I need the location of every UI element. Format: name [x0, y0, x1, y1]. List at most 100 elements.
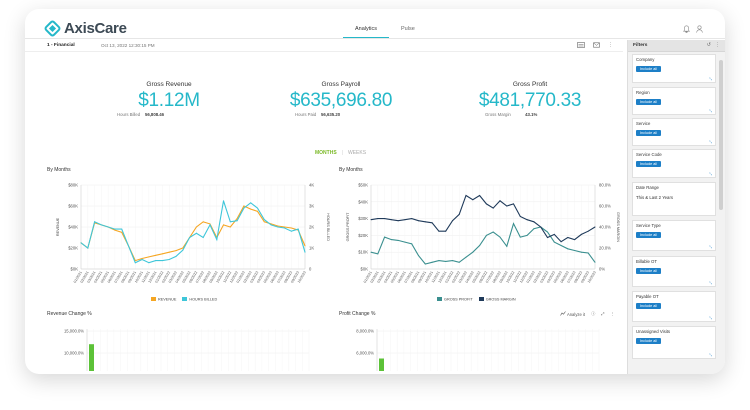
bar-01-2021	[379, 358, 384, 371]
include-all-button[interactable]: Include all	[636, 99, 662, 105]
data-point-hours-billed	[155, 260, 157, 262]
x-tick-label: 02/2023	[533, 271, 543, 284]
data-point-gross-profit	[390, 239, 392, 241]
filter-company[interactable]: Company Include all ⤡	[632, 54, 716, 83]
data-point-gross-margin	[411, 218, 413, 220]
filter-service-code[interactable]: Service Code Include all ⤡	[632, 149, 716, 178]
filter-service-type[interactable]: Service Type Include all ⤡	[632, 220, 716, 251]
filter-billable-ot[interactable]: Billable OT Include all ⤡	[632, 256, 716, 287]
data-point-gross-margin	[546, 237, 548, 238]
revenue-hours-chart: $80K $60K $40K $20K $0K 4K 3K 2K 1K 0 REVENUE HOURS…	[56, 183, 330, 284]
filter-expand-icon[interactable]: ⤡	[709, 109, 712, 113]
bell-icon[interactable]	[682, 25, 691, 35]
mail-icon[interactable]	[593, 42, 600, 50]
filter-expand-icon[interactable]: ⤡	[709, 316, 712, 320]
data-point-gross-profit	[445, 260, 447, 262]
x-tick-label: 10/2021	[424, 271, 434, 284]
y-tick-label: $60K	[68, 204, 78, 209]
toggle-weeks[interactable]: WEEKS	[347, 150, 367, 156]
analyze-it-button[interactable]: Analyze it	[560, 311, 585, 317]
top-icons	[682, 25, 703, 35]
filter-payable-ot[interactable]: Payable OT Include all ⤡	[632, 291, 716, 322]
data-point-gross-margin	[377, 218, 379, 220]
legend-item-gross-margin[interactable]: GROSS MARGIN	[478, 297, 516, 302]
data-point-gross-profit	[553, 241, 555, 243]
y2-tick-label: 60.0%	[599, 204, 611, 209]
data-point-gross-profit	[485, 234, 487, 236]
legend-item-revenue[interactable]: REVENUE	[151, 297, 176, 302]
filter-expand-icon[interactable]: ⤡	[709, 77, 712, 81]
data-point-gross-profit	[431, 261, 433, 263]
kpi-title: Gross Profit	[512, 81, 548, 88]
legend-label: REVENUE	[158, 297, 177, 302]
more-options-icon[interactable]: ⋮	[608, 42, 613, 48]
include-all-button[interactable]: Include all	[636, 161, 662, 167]
include-all-button[interactable]: Include all	[636, 338, 662, 344]
kpi-sub-gross-margin: Gross Margin 43.1%	[485, 112, 537, 117]
kpi-value: $1.12M	[138, 90, 200, 111]
filter-unassigned-visits[interactable]: Unassigned Visits Include all ⤡	[632, 326, 716, 359]
include-all-button[interactable]: Include all	[636, 232, 662, 238]
data-point-gross-profit	[533, 228, 535, 230]
filter-expand-icon[interactable]: ⤡	[709, 245, 712, 249]
y-axis-title: REVENUE	[56, 217, 60, 236]
report-bar: 1 - Financial Oct 13, 2022 12:30:15 PM ⋮	[25, 40, 623, 52]
data-point-hours-billed	[290, 230, 292, 232]
include-all-button[interactable]: Include all	[636, 66, 662, 72]
chart-more-icon[interactable]: ⋮	[610, 311, 615, 316]
kpi-sub-value: 56,808.46	[144, 112, 165, 117]
data-point-revenue	[263, 221, 265, 223]
y-tick-label: $30K	[358, 216, 368, 221]
data-point-hours-billed	[175, 255, 177, 257]
filter-region[interactable]: Region Include all ⤡	[632, 87, 716, 115]
data-point-revenue	[277, 225, 279, 227]
tab-analytics[interactable]: Analytics	[343, 23, 390, 38]
x-tick-label: 03/2021	[376, 271, 386, 284]
data-point-gross-profit	[594, 261, 596, 263]
include-all-button[interactable]: Include all	[636, 303, 662, 309]
date-range-value[interactable]: This & Last 2 Years	[636, 195, 674, 200]
reset-icon[interactable]: ↺	[706, 42, 711, 48]
data-point-gross-margin	[384, 218, 386, 220]
filter-service[interactable]: Service Include all ⤡	[632, 118, 716, 146]
export-icon[interactable]	[577, 42, 585, 50]
filter-expand-icon[interactable]: ⤡	[709, 140, 712, 144]
legend-item-hours[interactable]: HOURS BILLED	[182, 297, 217, 302]
legend-item-gross-profit[interactable]: GROSS PROFIT	[437, 297, 473, 302]
toggle-months[interactable]: MONTHS	[315, 150, 337, 156]
series-line-hours-billed	[80, 200, 306, 264]
info-icon[interactable]: ⓘ	[591, 311, 596, 316]
series-line-revenue	[80, 205, 306, 262]
include-all-button[interactable]: Include all	[636, 130, 662, 136]
filters-more-icon[interactable]: ⋮	[715, 42, 720, 48]
filter-date-range[interactable]: Date Range This & Last 2 Years	[632, 182, 716, 216]
y-tick-label: $40K	[68, 225, 78, 230]
data-point-gross-profit	[451, 260, 453, 262]
user-icon[interactable]	[696, 25, 703, 35]
x-tick-label: 02/2022	[451, 271, 461, 284]
report-name[interactable]: 1 - Financial	[47, 43, 75, 48]
data-point-gross-margin	[458, 213, 460, 215]
filter-expand-icon[interactable]: ⤡	[709, 172, 712, 176]
filter-expand-icon[interactable]: ⤡	[709, 353, 712, 357]
data-point-revenue	[195, 226, 197, 228]
include-all-button[interactable]: Include all	[636, 268, 662, 274]
tab-pulse[interactable]: Pulse	[401, 26, 415, 32]
data-point-hours-billed	[189, 237, 191, 238]
logo[interactable]: AxisCare	[43, 18, 127, 38]
filter-expand-icon[interactable]: ⤡	[709, 281, 712, 285]
data-point-revenue	[161, 253, 163, 255]
y2-axis-title: GROSS MARGIN	[616, 212, 620, 242]
x-tick-label: 12/2022	[229, 271, 239, 284]
expand-icon[interactable]: ⤢	[601, 311, 605, 316]
filters-scrollbar[interactable]	[719, 60, 723, 210]
y2-tick-label: 80.0%	[599, 183, 611, 188]
data-point-gross-profit	[418, 255, 420, 257]
x-tick-label: 05/2021	[100, 271, 110, 284]
report-timestamp: Oct 13, 2022 12:30:15 PM	[101, 43, 155, 48]
data-point-hours-billed	[236, 220, 238, 222]
y-tick-label: 6,000.0%	[356, 351, 374, 356]
x-tick-label: 12/2021	[148, 271, 158, 284]
data-point-hours-billed	[107, 226, 109, 228]
data-point-revenue	[229, 226, 231, 228]
